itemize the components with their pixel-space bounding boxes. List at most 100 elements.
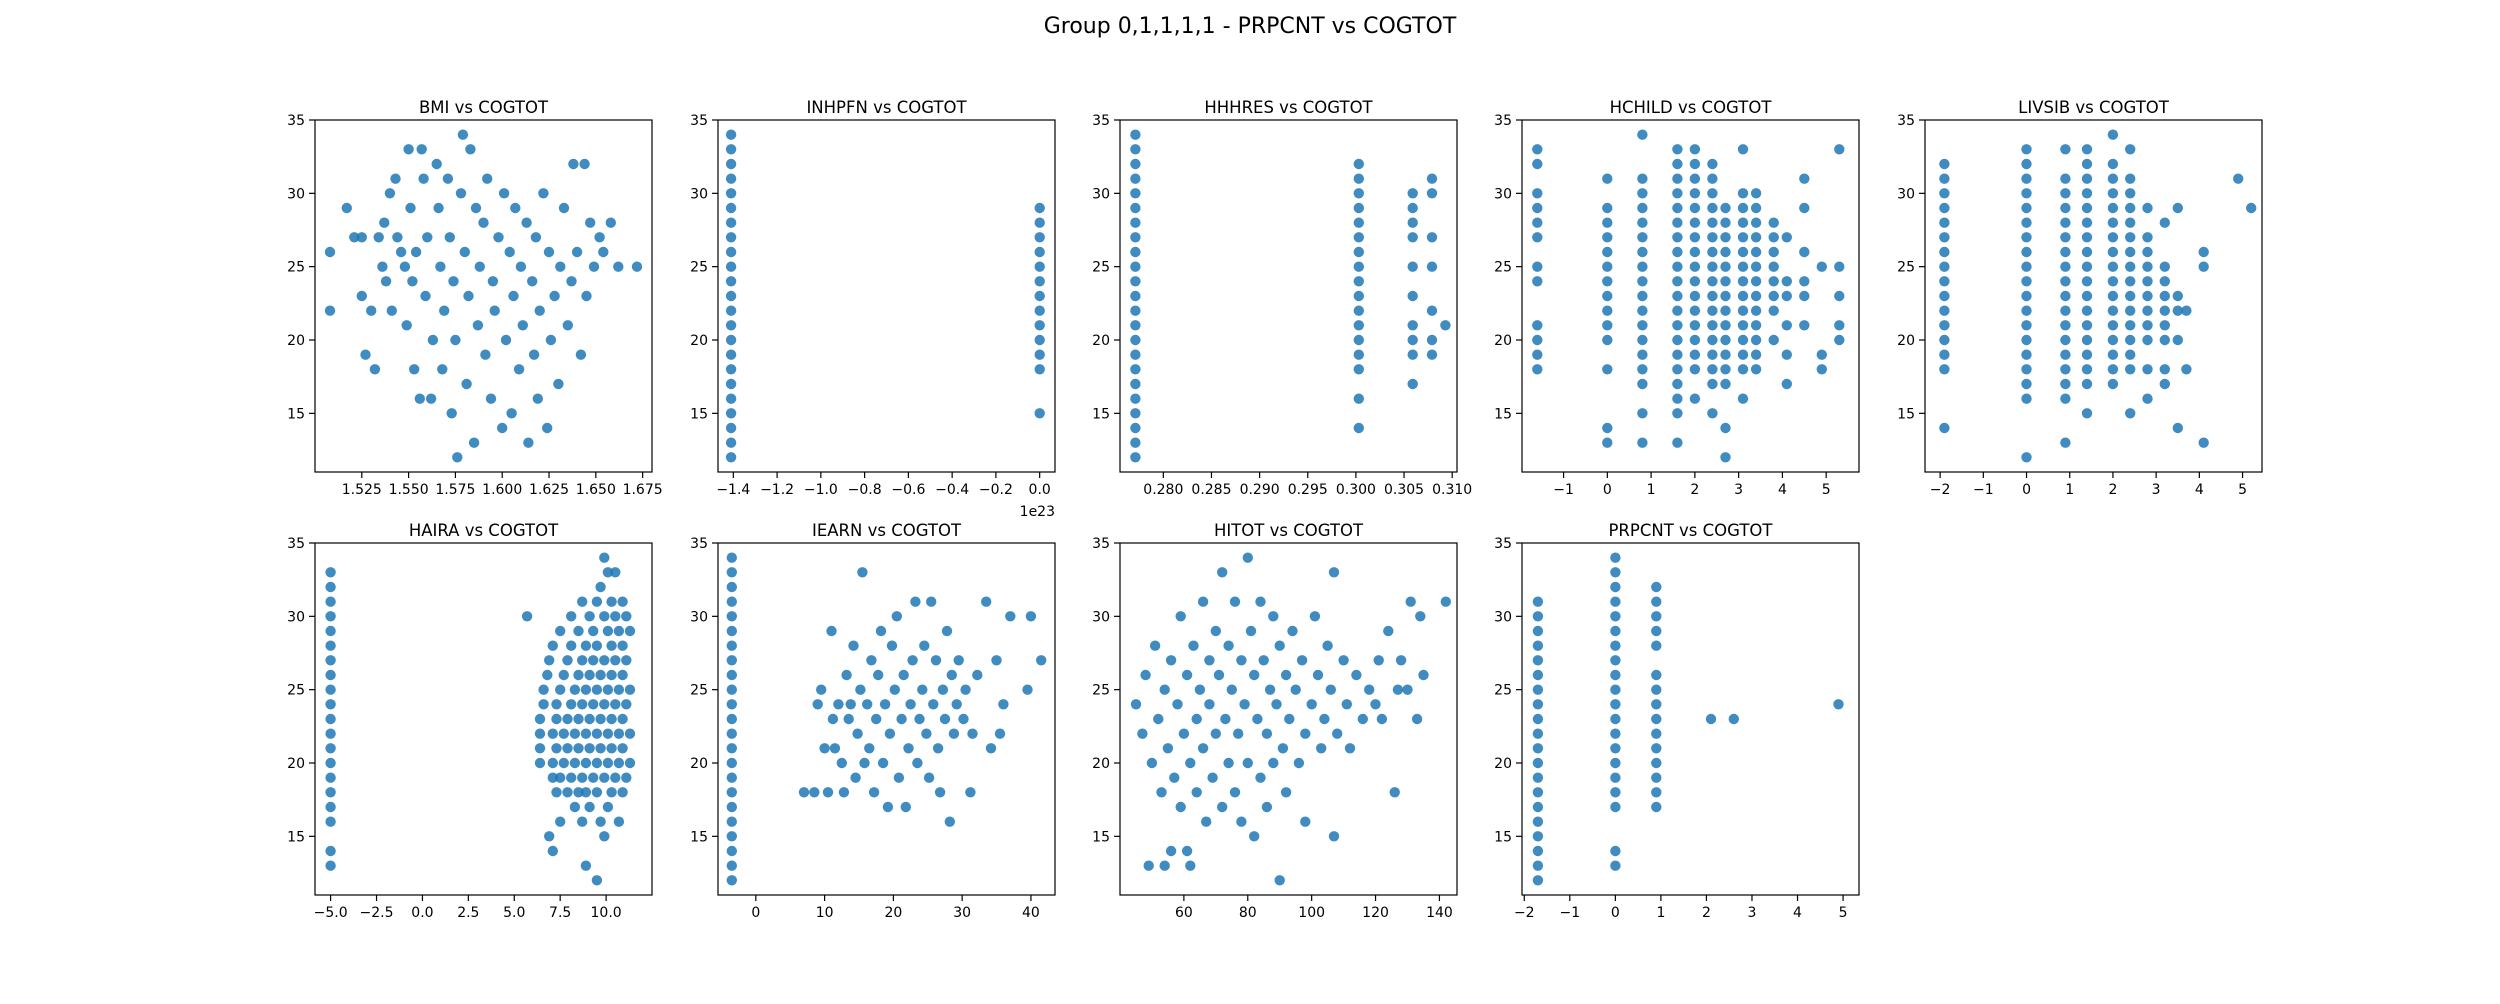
data-point (395, 246, 407, 258)
data-point (928, 699, 939, 710)
data-point (1610, 699, 1621, 710)
data-point (1532, 860, 1544, 871)
data-point (1034, 364, 1045, 375)
data-point (1172, 699, 1183, 710)
data-point (2081, 320, 2093, 331)
data-point (1290, 684, 1301, 695)
data-point (547, 772, 558, 783)
data-point (580, 787, 592, 798)
data-point (1402, 684, 1413, 695)
axes-frame (1521, 542, 1860, 896)
x-tick-label: 0 (1603, 482, 1612, 498)
data-point (2060, 393, 2071, 404)
data-point (1130, 246, 1141, 258)
data-point (1191, 787, 1202, 798)
data-point (2021, 276, 2032, 287)
data-point (1373, 655, 1384, 666)
data-point (726, 816, 737, 827)
data-point (1689, 173, 1701, 184)
data-point (1242, 552, 1254, 563)
data-point (1328, 831, 1340, 842)
data-point (2125, 290, 2136, 302)
data-point (1306, 699, 1317, 710)
data-point (2107, 158, 2119, 170)
subplot-title: HITOT vs COGTOT (1214, 521, 1364, 540)
data-point (621, 699, 632, 710)
data-point (1689, 334, 1701, 346)
x-tick-label: 0.285 (1191, 482, 1231, 498)
data-point (1185, 757, 1196, 769)
data-point (1274, 640, 1285, 651)
data-point (994, 728, 1006, 739)
data-point (1532, 217, 1543, 228)
data-point (1532, 743, 1544, 754)
data-point (2125, 232, 2136, 243)
data-point (1201, 816, 1212, 827)
data-point (2172, 422, 2183, 434)
y-tick-label: 20 (690, 333, 708, 349)
data-point (606, 596, 617, 607)
data-point (2233, 173, 2244, 184)
data-point (1750, 261, 1762, 272)
data-point (1750, 305, 1762, 316)
data-point (2181, 305, 2192, 316)
data-point (1204, 699, 1215, 710)
scatter-points (1532, 552, 1844, 886)
data-point (1610, 743, 1621, 754)
data-point (1140, 669, 1151, 681)
data-point (1799, 202, 1810, 214)
subplot-title: BMI vs COGTOT (419, 98, 549, 117)
data-point (591, 596, 603, 607)
data-point (903, 743, 914, 754)
scatter-points (725, 129, 1045, 463)
x-tick-label: 60 (1175, 905, 1193, 921)
y-tick-label: 15 (1092, 829, 1110, 845)
data-point (907, 655, 918, 666)
data-point (725, 276, 737, 287)
data-point (960, 684, 971, 695)
data-point (725, 129, 737, 140)
data-point (617, 787, 628, 798)
y-tick-label: 35 (1494, 536, 1512, 552)
data-point (1637, 334, 1648, 346)
data-point (595, 743, 606, 754)
data-point (1610, 713, 1621, 725)
data-point (1672, 246, 1683, 258)
data-point (1737, 261, 1749, 272)
data-point (566, 611, 577, 622)
data-point (420, 290, 431, 302)
data-point (325, 713, 336, 725)
x-tick-label: 2 (2108, 482, 2117, 498)
data-point (558, 202, 570, 214)
data-point (1332, 728, 1343, 739)
data-point (555, 816, 566, 827)
data-point (1707, 290, 1718, 302)
data-point (910, 596, 921, 607)
data-point (1768, 261, 1779, 272)
data-point (1651, 801, 1662, 813)
data-point (1651, 596, 1662, 607)
data-point (1146, 757, 1158, 769)
data-point (1328, 567, 1340, 578)
data-point (725, 378, 737, 390)
y-tick-label: 20 (1092, 333, 1110, 349)
data-point (617, 596, 628, 607)
data-point (1159, 860, 1170, 871)
data-point (2060, 320, 2071, 331)
data-point (1750, 202, 1762, 214)
data-point (2198, 437, 2209, 448)
data-point (1223, 640, 1234, 651)
data-point (864, 743, 875, 754)
data-point (555, 625, 566, 637)
data-point (2081, 261, 2093, 272)
data-point (1034, 261, 1045, 272)
data-point (900, 801, 911, 813)
data-point (542, 669, 553, 681)
data-point (1353, 349, 1365, 360)
data-point (1707, 378, 1718, 390)
data-point (1707, 364, 1718, 375)
y-tick-label: 15 (1092, 406, 1110, 422)
y-tick-label: 25 (287, 683, 305, 699)
data-point (1316, 743, 1327, 754)
data-point (836, 757, 847, 769)
